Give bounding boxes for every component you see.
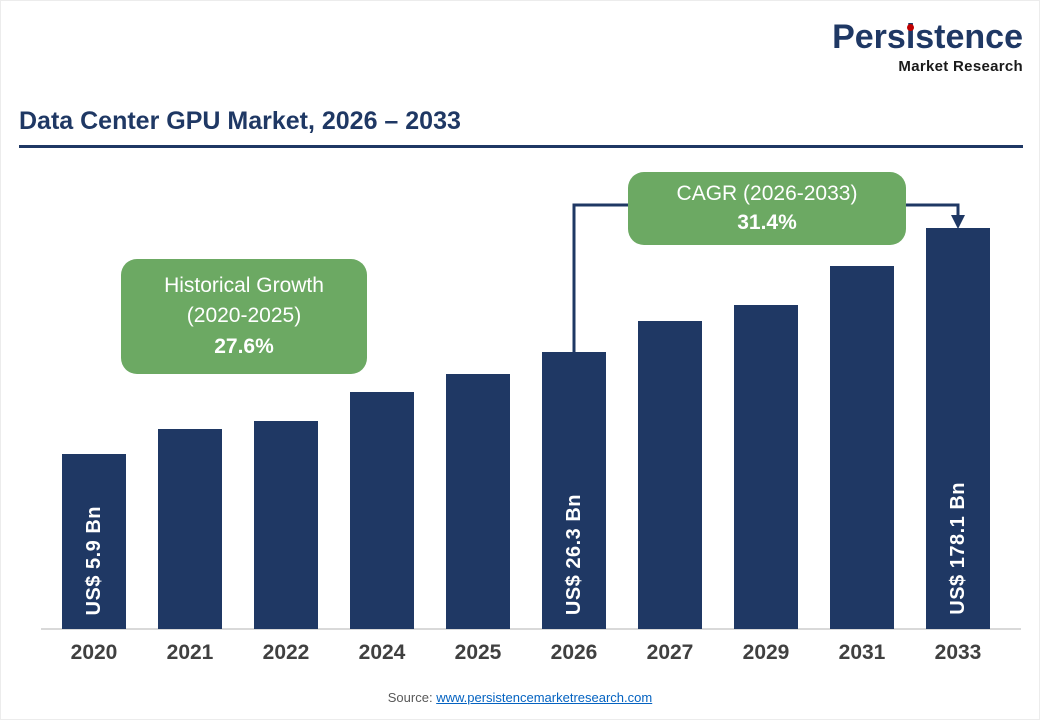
bar-column-2024: 2024 [339, 161, 425, 664]
bar-2027 [638, 321, 702, 629]
brand-name: Persistence [832, 18, 1023, 56]
x-axis-line [41, 628, 1021, 630]
source-prefix: Source: [387, 690, 437, 705]
bar-column-2033: US$ 178.1 Bn 2033 [915, 161, 1001, 664]
bar-column-2025: 2025 [435, 161, 521, 664]
bar-2020: US$ 5.9 Bn [62, 454, 126, 629]
x-axis-label-2024: 2024 [358, 641, 406, 664]
historical-growth-value: 27.6% [214, 334, 274, 358]
x-axis-label-2022: 2022 [262, 641, 310, 664]
bar-2025 [446, 374, 510, 629]
bar-column-2031: 2031 [819, 161, 905, 664]
cagr-value: 31.4% [737, 211, 797, 235]
x-axis-label-2033: 2033 [934, 641, 982, 664]
bar-column-2027: 2027 [627, 161, 713, 664]
bar-column-2029: 2029 [723, 161, 809, 664]
bar-chart: US$ 5.9 Bn 2020 2021 2022 2024 2025 US$ 26.3 B… [41, 161, 1021, 669]
historical-growth-callout: Historical Growth (2020-2025) 27.6% [121, 259, 367, 375]
bars-container: US$ 5.9 Bn 2020 2021 2022 2024 2025 US$ 26.3 B… [51, 161, 1001, 664]
historical-growth-period: (2020-2025) [186, 304, 302, 328]
x-axis-label-2027: 2027 [646, 641, 694, 664]
historical-growth-line1: Historical Growth [164, 274, 324, 297]
x-axis-label-2029: 2029 [742, 641, 790, 664]
chart-title: Data Center GPU Market, 2026 – 2033 [19, 107, 461, 135]
x-axis-label-2025: 2025 [454, 641, 502, 664]
brand-logo: Persistence Market Research [832, 18, 1023, 76]
bar-2029 [734, 305, 798, 629]
brand-tagline: Market Research [898, 58, 1023, 76]
bar-column-2022: 2022 [243, 161, 329, 664]
bar-2033: US$ 178.1 Bn [926, 228, 990, 629]
bar-value-label-2020: US$ 5.9 Bn [82, 505, 105, 615]
bar-2026: US$ 26.3 Bn [542, 352, 606, 629]
source-link[interactable]: www.persistencemarketresearch.com [436, 690, 653, 705]
x-axis-label-2020: 2020 [70, 641, 118, 664]
bar-column-2020: US$ 5.9 Bn 2020 [51, 161, 137, 664]
bar-column-2026: US$ 26.3 Bn 2026 [531, 161, 617, 664]
cagr-label: CAGR (2026-2033) [676, 182, 858, 205]
x-axis-label-2021: 2021 [166, 641, 214, 664]
bar-2021 [158, 429, 222, 629]
bar-2024 [350, 392, 414, 629]
source-line: Source: www.persistencemarketresearch.co… [1, 690, 1039, 705]
x-axis-label-2031: 2031 [838, 641, 886, 664]
bar-value-label-2026: US$ 26.3 Bn [562, 493, 585, 615]
bar-value-label-2033: US$ 178.1 Bn [946, 482, 969, 615]
brand-i-dot [907, 24, 914, 31]
cagr-callout: CAGR (2026-2033) 31.4% [628, 172, 906, 245]
bar-2022 [254, 421, 318, 629]
bar-2031 [830, 266, 894, 629]
bar-column-2021: 2021 [147, 161, 233, 664]
x-axis-label-2026: 2026 [550, 641, 598, 664]
title-underline [19, 145, 1023, 148]
